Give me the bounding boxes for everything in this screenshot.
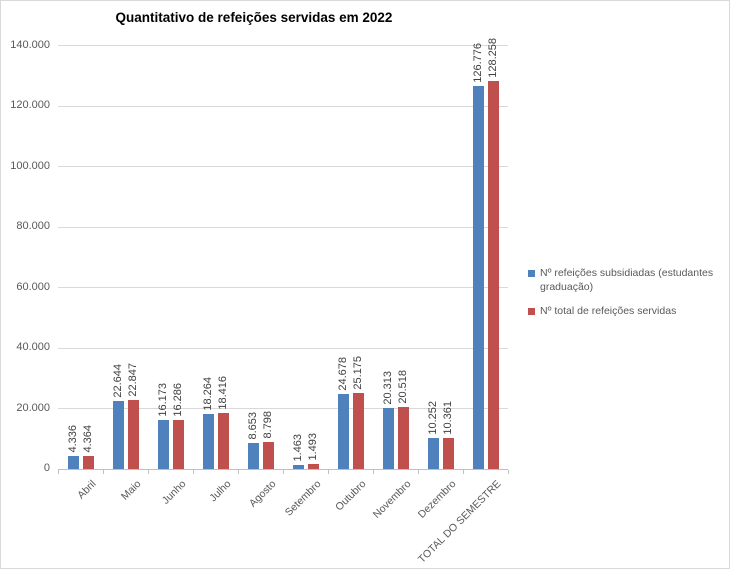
gridline [58,287,508,288]
gridline [58,105,508,107]
data-label-total-setembro: 1.493 [306,433,319,461]
y-axis-tick-label: 100.000 [10,159,50,172]
bar-subsidiadas-dezembro [427,438,439,469]
data-label-total-outubro: 25.175 [351,356,364,390]
x-axis-tick [328,469,329,474]
y-axis-tick-label: 0 [43,462,50,474]
y-axis-tick-label: 20.000 [16,401,50,414]
bar-total-agosto [262,442,274,469]
legend: Nº refeições subsidiadas (estudantes gra… [528,267,722,329]
data-label-total-julho: 18.416 [216,376,229,410]
data-label-total-dezembro: 10.361 [441,401,454,435]
x-axis-tick [508,469,509,474]
legend-marker-blue-square-icon [528,270,535,277]
legend-item-refeicoes-subsidiadas: Nº refeições subsidiadas (estudantes gra… [528,267,722,295]
y-axis-tick-label: 120.000 [10,99,50,111]
bar-total-junho [172,420,184,469]
legend-item-total-refeicoes: Nº total de refeições servidas [528,305,722,319]
data-label-total-agosto: 8.798 [261,411,274,439]
x-axis-tick [148,469,149,474]
y-axis-tick-label: 80.000 [16,220,50,232]
data-label-total-total-do-semestre: 128.258 [486,38,499,78]
x-axis-tick [463,469,464,474]
chart-title: Quantitativo de refeições servidas em 20… [115,10,393,25]
bar-subsidiadas-total-do-semestre [472,86,484,469]
bar-subsidiadas-novembro [382,408,394,469]
bar-total-abril [82,456,94,469]
bar-subsidiadas-setembro [292,465,304,469]
bar-subsidiadas-abril [67,456,79,469]
legend-label-subsidiadas: Nº refeições subsidiadas (estudantes gra… [540,267,714,293]
gridline [58,226,508,228]
data-label-subsidiadas-setembro: 1.463 [291,434,304,462]
x-axis-tick [373,469,374,474]
bar-total-julho [217,413,229,469]
y-axis-tick-label: 60.000 [16,280,50,293]
data-label-subsidiadas-junho: 16.173 [156,383,169,417]
bar-total-outubro [352,393,364,469]
bar-total-novembro [397,407,409,469]
data-label-total-maio: 22.847 [126,363,139,397]
x-axis-tick [283,469,284,474]
x-axis-line [58,468,508,470]
data-label-subsidiadas-abril: 4.336 [66,425,79,453]
bar-total-setembro [307,464,319,469]
x-axis-tick [418,469,419,474]
legend-marker-red-square-icon [528,307,535,315]
legend-label-total: Nº total de refeições servidas [540,304,677,317]
bar-total-total-do-semestre [487,81,499,469]
bar-subsidiadas-maio [112,401,124,469]
x-axis-tick [193,469,194,474]
data-label-subsidiadas-total-do-semestre: 126.776 [471,43,484,83]
data-label-subsidiadas-dezembro: 10.252 [426,401,439,435]
x-axis-category-label-abril: Abril [74,478,98,502]
data-label-subsidiadas-maio: 22.644 [111,364,124,398]
y-axis-tick-label: 140.000 [10,38,50,51]
data-label-subsidiadas-agosto: 8.653 [246,412,259,440]
gridline [58,166,508,167]
data-label-total-novembro: 20.518 [396,370,409,404]
bar-subsidiadas-outubro [337,394,349,469]
bar-total-maio [127,400,139,469]
data-label-subsidiadas-outubro: 24.678 [336,357,349,391]
y-axis-tick-label: 40.000 [16,341,50,353]
bar-subsidiadas-julho [202,414,214,469]
data-label-total-abril: 4.364 [81,425,94,453]
x-axis-tick [238,469,239,474]
bar-total-dezembro [442,438,454,469]
data-label-total-junho: 16.286 [171,383,184,417]
gridline [58,347,508,349]
data-label-subsidiadas-julho: 18.264 [201,377,214,411]
gridline [58,45,508,46]
bar-subsidiadas-junho [157,420,169,469]
x-axis-tick [58,469,59,474]
gridline [58,408,508,409]
data-label-subsidiadas-novembro: 20.313 [381,371,394,405]
bar-subsidiadas-agosto [247,443,259,469]
x-axis-tick [103,469,104,474]
